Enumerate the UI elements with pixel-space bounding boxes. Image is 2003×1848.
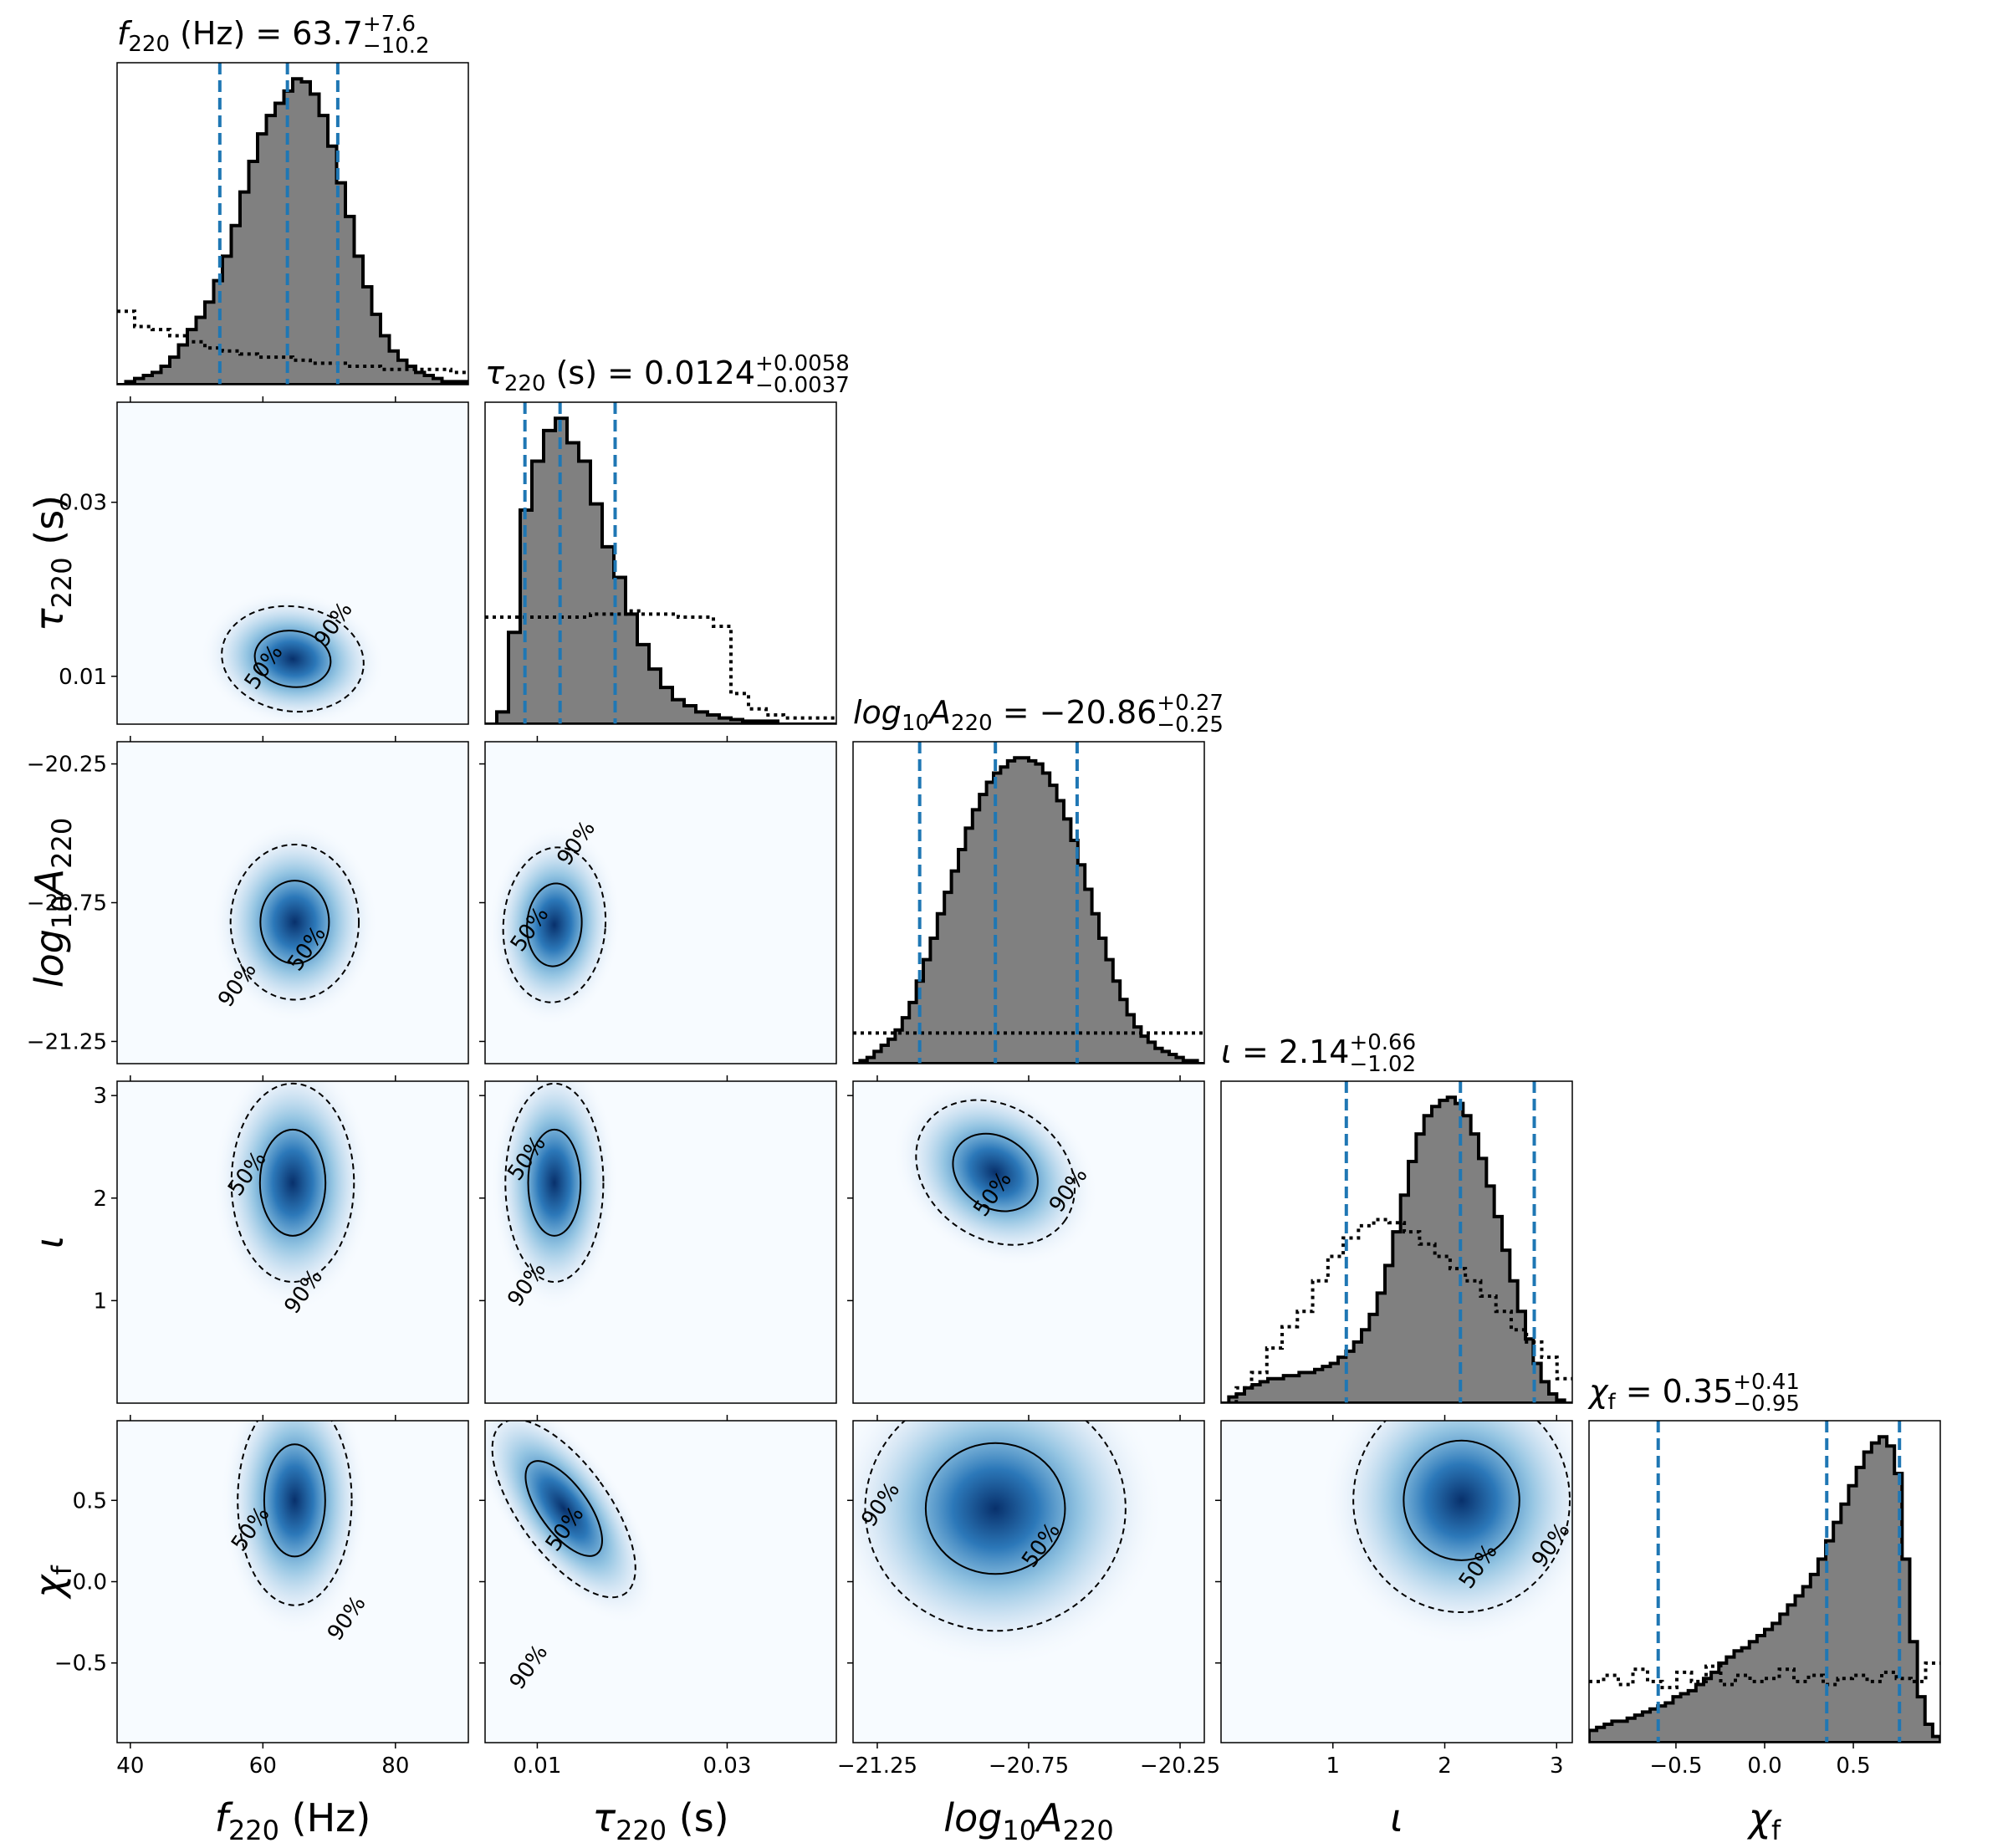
x-axis-label-4: χf [1746,1795,1781,1846]
y-tick-label: −20.25 [27,753,107,778]
x-tick-label: 1 [1326,1754,1340,1779]
panel-frame [484,1080,837,1404]
panel-frame [484,401,837,725]
contour-50 [263,1443,326,1558]
histogram-title-4: χf = 0.35+0.41 −0.95 [1587,1370,1800,1417]
density-blob [220,1421,370,1637]
posterior-histogram [1589,1435,1940,1743]
x-tick-label: −0.5 [1649,1754,1702,1779]
x-tick-label: 0.5 [1836,1754,1870,1779]
posterior-histogram [853,756,1204,1064]
x-tick-label: 0.03 [703,1754,752,1779]
contour-50 [253,630,332,688]
contour-50 [952,1132,1039,1212]
x-tick-label: 3 [1550,1754,1564,1779]
x-axis-label-1: τ220 (s) [592,1795,728,1846]
y-axis-label-1: τ220 (s) [27,495,78,631]
contour-50 [924,1442,1066,1575]
y-tick-label: 0.0 [73,1570,107,1595]
panel-frame [852,741,1205,1064]
density-blob [490,1081,619,1312]
contour-90 [915,1099,1076,1246]
contour-50 [258,1128,327,1237]
contour-90 [502,846,607,1003]
contour-90 [230,1082,355,1284]
y-tick-label: 0.01 [59,665,107,690]
posterior-histogram [1221,1095,1572,1403]
y-tick-label: −0.5 [54,1651,107,1677]
panel-frame [116,401,469,725]
x-axis-label-2: log10A220 [943,1795,1113,1846]
density-blob [485,1421,657,1625]
contour-90 [229,843,360,1001]
density-panel-4-3: 50% 90% [1221,1421,1572,1743]
histogram-title-2: log10A220 = −20.86+0.27 −0.25 [853,691,1224,738]
density-panel-4-1: 50%90% [485,1421,836,1743]
y-tick-label: 3 [93,1084,107,1109]
posterior-histogram [117,77,468,385]
contour-50 [1403,1439,1520,1561]
density-blob [892,1081,1099,1267]
contour-50 [527,1128,582,1237]
panel-frame [1220,1080,1573,1404]
x-tick-label: 0.0 [1747,1754,1781,1779]
panel-frame [116,62,469,385]
density-blob [1321,1421,1572,1646]
contour-90 [864,1421,1127,1632]
density-blob [211,820,379,1024]
density-panel-2-1: 50%90% [485,742,836,1064]
y-tick-label: 1 [93,1289,107,1314]
contour-90 [491,1421,636,1599]
histogram-panel-3 [1221,1081,1572,1403]
contour-90 [504,1082,605,1284]
histogram-panel-1 [485,402,836,724]
y-tick-label: 2 [93,1187,107,1212]
histogram-title-1: τ220 (s) = 0.0124+0.0058 −0.0037 [485,351,850,398]
x-tick-label: 60 [249,1754,277,1779]
histogram-panel-4 [1589,1421,1940,1743]
y-axis-label-4: χf [27,1565,78,1600]
prior-histogram [1589,1661,1940,1690]
prior-histogram [485,609,836,720]
contour-90 [237,1421,353,1606]
density-panel-4-2: 50%90% [853,1421,1204,1743]
contour-50 [524,1460,603,1557]
y-tick-label: −21.25 [27,1029,107,1054]
contour-50 [526,882,583,967]
x-axis-label-0: f220 (Hz) [215,1795,371,1846]
histogram-panel-2 [853,742,1204,1064]
density-panel-1-0: 50%90% [117,402,468,724]
x-tick-label: 2 [1438,1754,1452,1779]
density-panel-3-0: 50%90% [117,1081,468,1403]
density-panel-4-0: 50%90% [117,1421,468,1743]
density-panel-2-0: 50%90% [117,742,468,1064]
y-axis-label-3: ι [27,1236,72,1249]
y-tick-label: −20.75 [27,891,107,916]
density-blob [212,1081,373,1312]
density-blob [200,590,386,724]
density-panel-3-1: 50%90% [485,1081,836,1403]
x-tick-label: −20.25 [1140,1754,1220,1779]
posterior-histogram [485,416,836,724]
x-tick-label: 0.01 [513,1754,561,1779]
panel-frame [116,1080,469,1404]
density-panel-3-2: 50% 90% [853,1081,1204,1403]
y-tick-label: 0.5 [73,1488,107,1514]
histogram-panel-0 [117,63,468,385]
density-blob [488,824,621,1026]
x-tick-label: −20.75 [989,1754,1069,1779]
contour-90 [221,605,365,713]
histogram-title-0: f220 (Hz) = 63.7+7.6 −10.2 [117,12,430,59]
histogram-title-3: ι = 2.14+0.66 −1.02 [1221,1030,1416,1077]
y-axis-label-2: log10A220 [27,818,78,988]
x-tick-label: 80 [381,1754,409,1779]
prior-histogram [1221,1218,1572,1403]
x-tick-label: 40 [116,1754,144,1779]
contour-90 [1352,1421,1571,1614]
x-tick-label: −21.25 [837,1754,917,1779]
x-axis-label-3: ι [1390,1795,1403,1840]
y-tick-label: 0.03 [59,491,107,516]
contour-50 [259,880,330,965]
